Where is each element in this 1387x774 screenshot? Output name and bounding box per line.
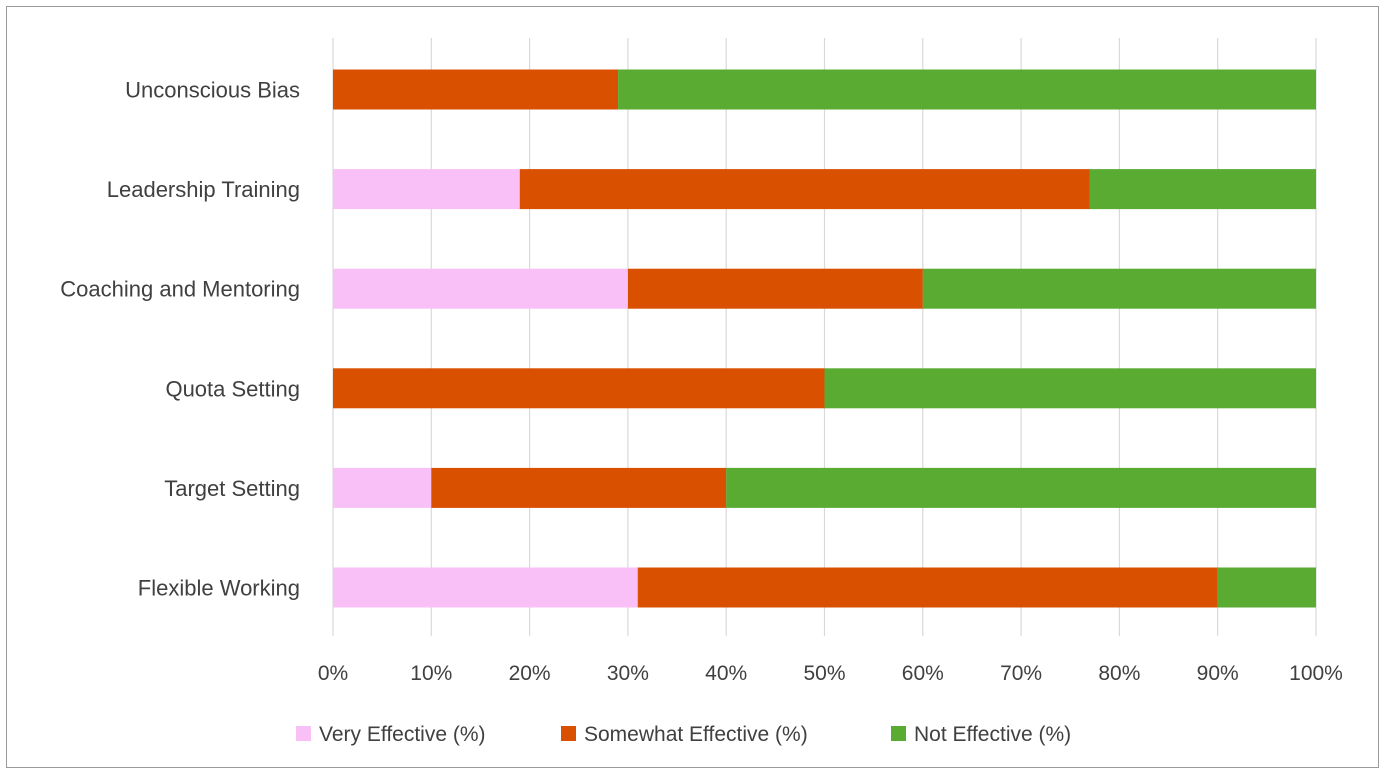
bar-segment: [824, 368, 1316, 409]
x-tick-label: 40%: [705, 662, 747, 685]
x-tick-labels: 0% 10% 20% 30% 40% 50% 60% 70% 80% 90% 100%: [318, 662, 1343, 685]
category-label: Leadership Training: [107, 177, 300, 202]
bar-segment: [333, 567, 638, 608]
legend-swatch: [296, 726, 311, 741]
bar-segment: [627, 268, 923, 309]
x-tick-label: 80%: [1098, 662, 1140, 685]
x-tick-label: 20%: [509, 662, 551, 685]
x-tick-label: 60%: [902, 662, 944, 685]
bar-segment: [333, 268, 628, 309]
x-tick-label: 70%: [1000, 662, 1042, 685]
legend: Very Effective (%) Somewhat Effective (%)…: [296, 723, 1071, 746]
bar-segment: [333, 69, 619, 110]
category-label: Quota Setting: [165, 376, 300, 401]
x-tick-label: 50%: [803, 662, 845, 685]
bar-segment: [333, 169, 520, 210]
bar-segment: [519, 169, 1090, 210]
bar-segment: [431, 467, 727, 508]
x-tick-label: 0%: [318, 662, 348, 685]
category-label: Coaching and Mentoring: [60, 277, 300, 302]
category-label: Unconscious Bias: [125, 78, 300, 103]
category-label: Flexible Working: [138, 576, 300, 601]
legend-label: Not Effective (%): [914, 723, 1071, 746]
bar-segment: [618, 69, 1316, 110]
legend-swatch: [891, 726, 906, 741]
bar-segment: [726, 467, 1316, 508]
x-tick-label: 10%: [410, 662, 452, 685]
gridlines: [332, 38, 1317, 636]
bar-segment: [333, 467, 432, 508]
legend-swatch: [561, 726, 576, 741]
category-labels: Unconscious Bias Leadership Training Coach…: [60, 78, 300, 601]
bar-segment: [637, 567, 1218, 608]
legend-label: Somewhat Effective (%): [584, 723, 808, 746]
bar-segment: [1217, 567, 1316, 608]
x-tick-label: 30%: [607, 662, 649, 685]
x-tick-label: 90%: [1197, 662, 1239, 685]
category-label: Target Setting: [164, 476, 300, 501]
x-tick-label: 100%: [1289, 662, 1343, 685]
bar-segment: [922, 268, 1316, 309]
bar-segment: [1089, 169, 1316, 210]
legend-label: Very Effective (%): [319, 723, 486, 746]
bar-segment: [333, 368, 825, 409]
bars: [333, 69, 1316, 608]
